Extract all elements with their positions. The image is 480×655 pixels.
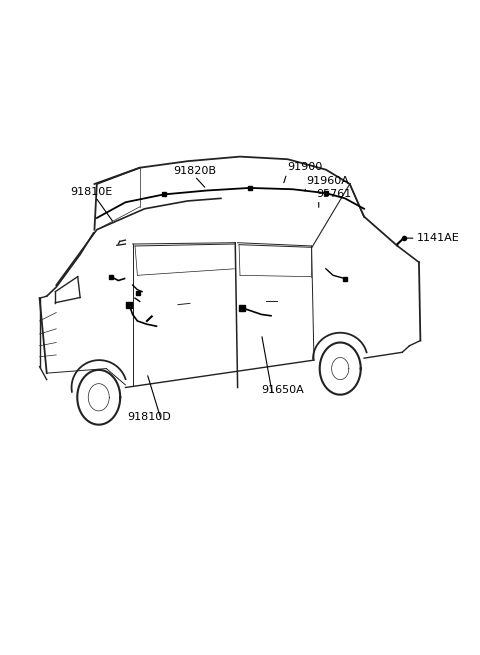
Text: 95761: 95761 xyxy=(316,189,352,199)
Text: 91810D: 91810D xyxy=(128,412,171,422)
Text: 1141AE: 1141AE xyxy=(417,233,459,243)
Text: 91820B: 91820B xyxy=(173,166,216,176)
Text: 91650A: 91650A xyxy=(262,384,304,395)
Text: 91810E: 91810E xyxy=(71,187,113,197)
Text: 91960A: 91960A xyxy=(306,176,349,186)
Text: 91900: 91900 xyxy=(287,162,322,172)
